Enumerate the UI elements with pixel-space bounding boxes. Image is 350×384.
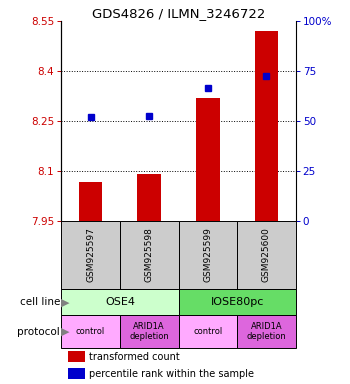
Bar [68, 368, 85, 379]
Bar [61, 221, 120, 289]
Bar [120, 221, 178, 289]
Text: ARID1A
depletion: ARID1A depletion [246, 322, 286, 341]
Text: GSM925599: GSM925599 [203, 227, 212, 282]
Text: percentile rank within the sample: percentile rank within the sample [89, 369, 254, 379]
Bar [178, 315, 237, 348]
Text: ARID1A
depletion: ARID1A depletion [129, 322, 169, 341]
Text: control: control [76, 327, 105, 336]
Text: ▶: ▶ [61, 297, 69, 307]
Text: OSE4: OSE4 [105, 297, 135, 307]
Bar [61, 289, 178, 315]
Bar [237, 221, 296, 289]
Bar [68, 351, 85, 361]
Bar [61, 315, 120, 348]
Text: IOSE80pc: IOSE80pc [210, 297, 264, 307]
Bar [138, 174, 161, 221]
Bar [79, 182, 102, 221]
Bar [178, 221, 237, 289]
Text: GSM925597: GSM925597 [86, 227, 95, 282]
Bar [178, 289, 296, 315]
Text: GSM925600: GSM925600 [262, 227, 271, 282]
Text: ▶: ▶ [61, 326, 69, 337]
Text: transformed count: transformed count [89, 352, 180, 362]
Title: GDS4826 / ILMN_3246722: GDS4826 / ILMN_3246722 [92, 7, 265, 20]
Text: protocol: protocol [18, 326, 60, 337]
Bar [255, 31, 278, 221]
Text: cell line: cell line [20, 297, 60, 307]
Bar [237, 315, 296, 348]
Bar [120, 315, 178, 348]
Bar [196, 98, 219, 221]
Text: control: control [193, 327, 223, 336]
Text: GSM925598: GSM925598 [145, 227, 154, 282]
